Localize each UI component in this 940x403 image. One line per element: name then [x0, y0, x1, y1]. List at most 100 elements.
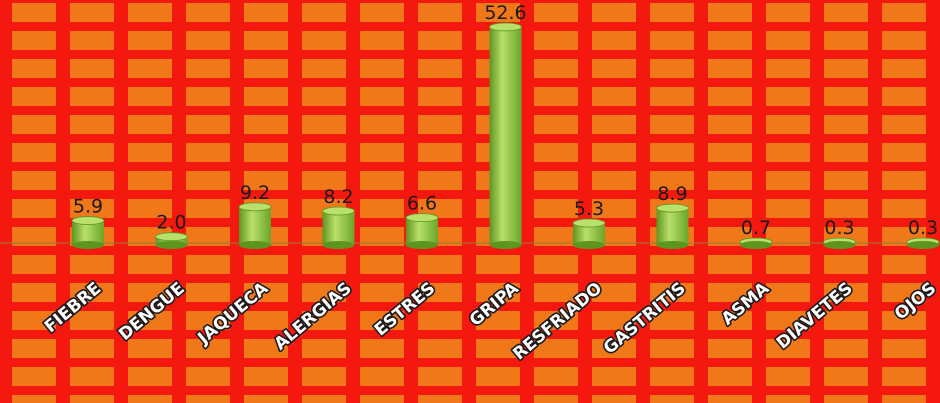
grid-tile — [128, 59, 172, 78]
grid-tile — [534, 339, 578, 358]
grid-tile — [128, 367, 172, 386]
grid-tile — [186, 115, 230, 134]
grid-tile — [766, 143, 810, 162]
grid-tile — [534, 87, 578, 106]
grid-tile — [186, 87, 230, 106]
bar-bottom — [907, 241, 939, 249]
grid-tile — [650, 59, 694, 78]
grid-tile — [592, 395, 636, 403]
grid-tile — [128, 395, 172, 403]
grid-tile — [302, 283, 346, 302]
grid-tile — [186, 143, 230, 162]
grid-tile — [70, 115, 114, 134]
grid-tile — [186, 199, 230, 218]
grid-tile — [476, 3, 520, 22]
grid-tile — [360, 31, 404, 50]
grid-tile — [592, 31, 636, 50]
grid-tile — [418, 3, 462, 22]
grid-tile — [882, 59, 926, 78]
bar-top — [71, 216, 105, 225]
grid-tile — [882, 31, 926, 50]
bar-bottom — [489, 241, 522, 249]
grid-tile — [708, 395, 752, 403]
bar-fiebre — [71, 216, 105, 249]
grid-tile — [12, 171, 56, 190]
grid-tile — [708, 115, 752, 134]
grid-tile — [128, 199, 172, 218]
grid-tile — [302, 255, 346, 274]
value-label: 52.6 — [484, 2, 526, 24]
grid-tile — [244, 87, 288, 106]
grid-tile — [824, 311, 868, 330]
grid-tile — [12, 283, 56, 302]
grid-tile — [534, 31, 578, 50]
grid-tile — [360, 283, 404, 302]
grid-tile — [534, 143, 578, 162]
grid-tile — [186, 255, 230, 274]
bar-alergias — [322, 206, 355, 249]
grid-tile — [882, 395, 926, 403]
grid-tile — [418, 255, 462, 274]
grid-tile — [824, 59, 868, 78]
bar-top — [656, 203, 689, 213]
grid-tile — [360, 311, 404, 330]
grid-tile — [12, 3, 56, 22]
bar-top — [405, 213, 439, 223]
bar-body — [489, 26, 522, 245]
value-label: 2.0 — [156, 212, 186, 234]
bar-top — [155, 232, 188, 242]
grid-tile — [766, 199, 810, 218]
grid-tile — [12, 87, 56, 106]
grid-tile — [766, 31, 810, 50]
grid-tile — [708, 171, 752, 190]
bar-body — [573, 223, 605, 245]
grid-tile — [128, 171, 172, 190]
value-label: 8.2 — [323, 186, 353, 208]
value-labels: 5.9 2.0 9.2 8.2 6.6 52.6 5.3 8.9 0.7 0.3 0.3 — [73, 2, 938, 239]
grid-tile — [476, 395, 520, 403]
grid-tile — [534, 367, 578, 386]
bar-bottom — [656, 241, 689, 249]
grid-tile — [534, 171, 578, 190]
grid-tile — [650, 87, 694, 106]
bar-asma — [739, 237, 773, 249]
grid-tile — [244, 311, 288, 330]
grid-tile — [186, 31, 230, 50]
bar-gripa — [489, 22, 522, 249]
grid-tile — [302, 3, 346, 22]
grid-tile — [360, 339, 404, 358]
grid-tile — [418, 115, 462, 134]
grid-tile — [418, 395, 462, 403]
grid-tile — [70, 171, 114, 190]
grid-tile — [302, 87, 346, 106]
grid-tile — [128, 255, 172, 274]
bar-diavetes — [823, 237, 856, 249]
grid-tile — [12, 367, 56, 386]
grid-tile — [766, 283, 810, 302]
grid-tile — [650, 367, 694, 386]
grid-tile — [650, 311, 694, 330]
grid-tile — [360, 115, 404, 134]
grid-tile — [186, 227, 230, 246]
grid-tile — [708, 87, 752, 106]
grid-tile — [418, 367, 462, 386]
grid-tile — [244, 395, 288, 403]
grid-tile — [708, 283, 752, 302]
grid-tile — [824, 171, 868, 190]
grid-tile — [708, 199, 752, 218]
grid-tile — [592, 367, 636, 386]
grid-tile — [476, 367, 520, 386]
grid-tile — [534, 255, 578, 274]
grid-tile — [128, 311, 172, 330]
grid-tile — [824, 115, 868, 134]
grid-tile — [186, 3, 230, 22]
grid-tile — [592, 255, 636, 274]
grid-tile — [302, 31, 346, 50]
grid-tile — [766, 59, 810, 78]
bar-jaqueca — [238, 202, 272, 249]
grid-tile — [302, 339, 346, 358]
grid-tile — [70, 87, 114, 106]
grid-tile — [186, 339, 230, 358]
bar-bottom — [740, 241, 772, 249]
bar-bottom — [155, 241, 188, 249]
